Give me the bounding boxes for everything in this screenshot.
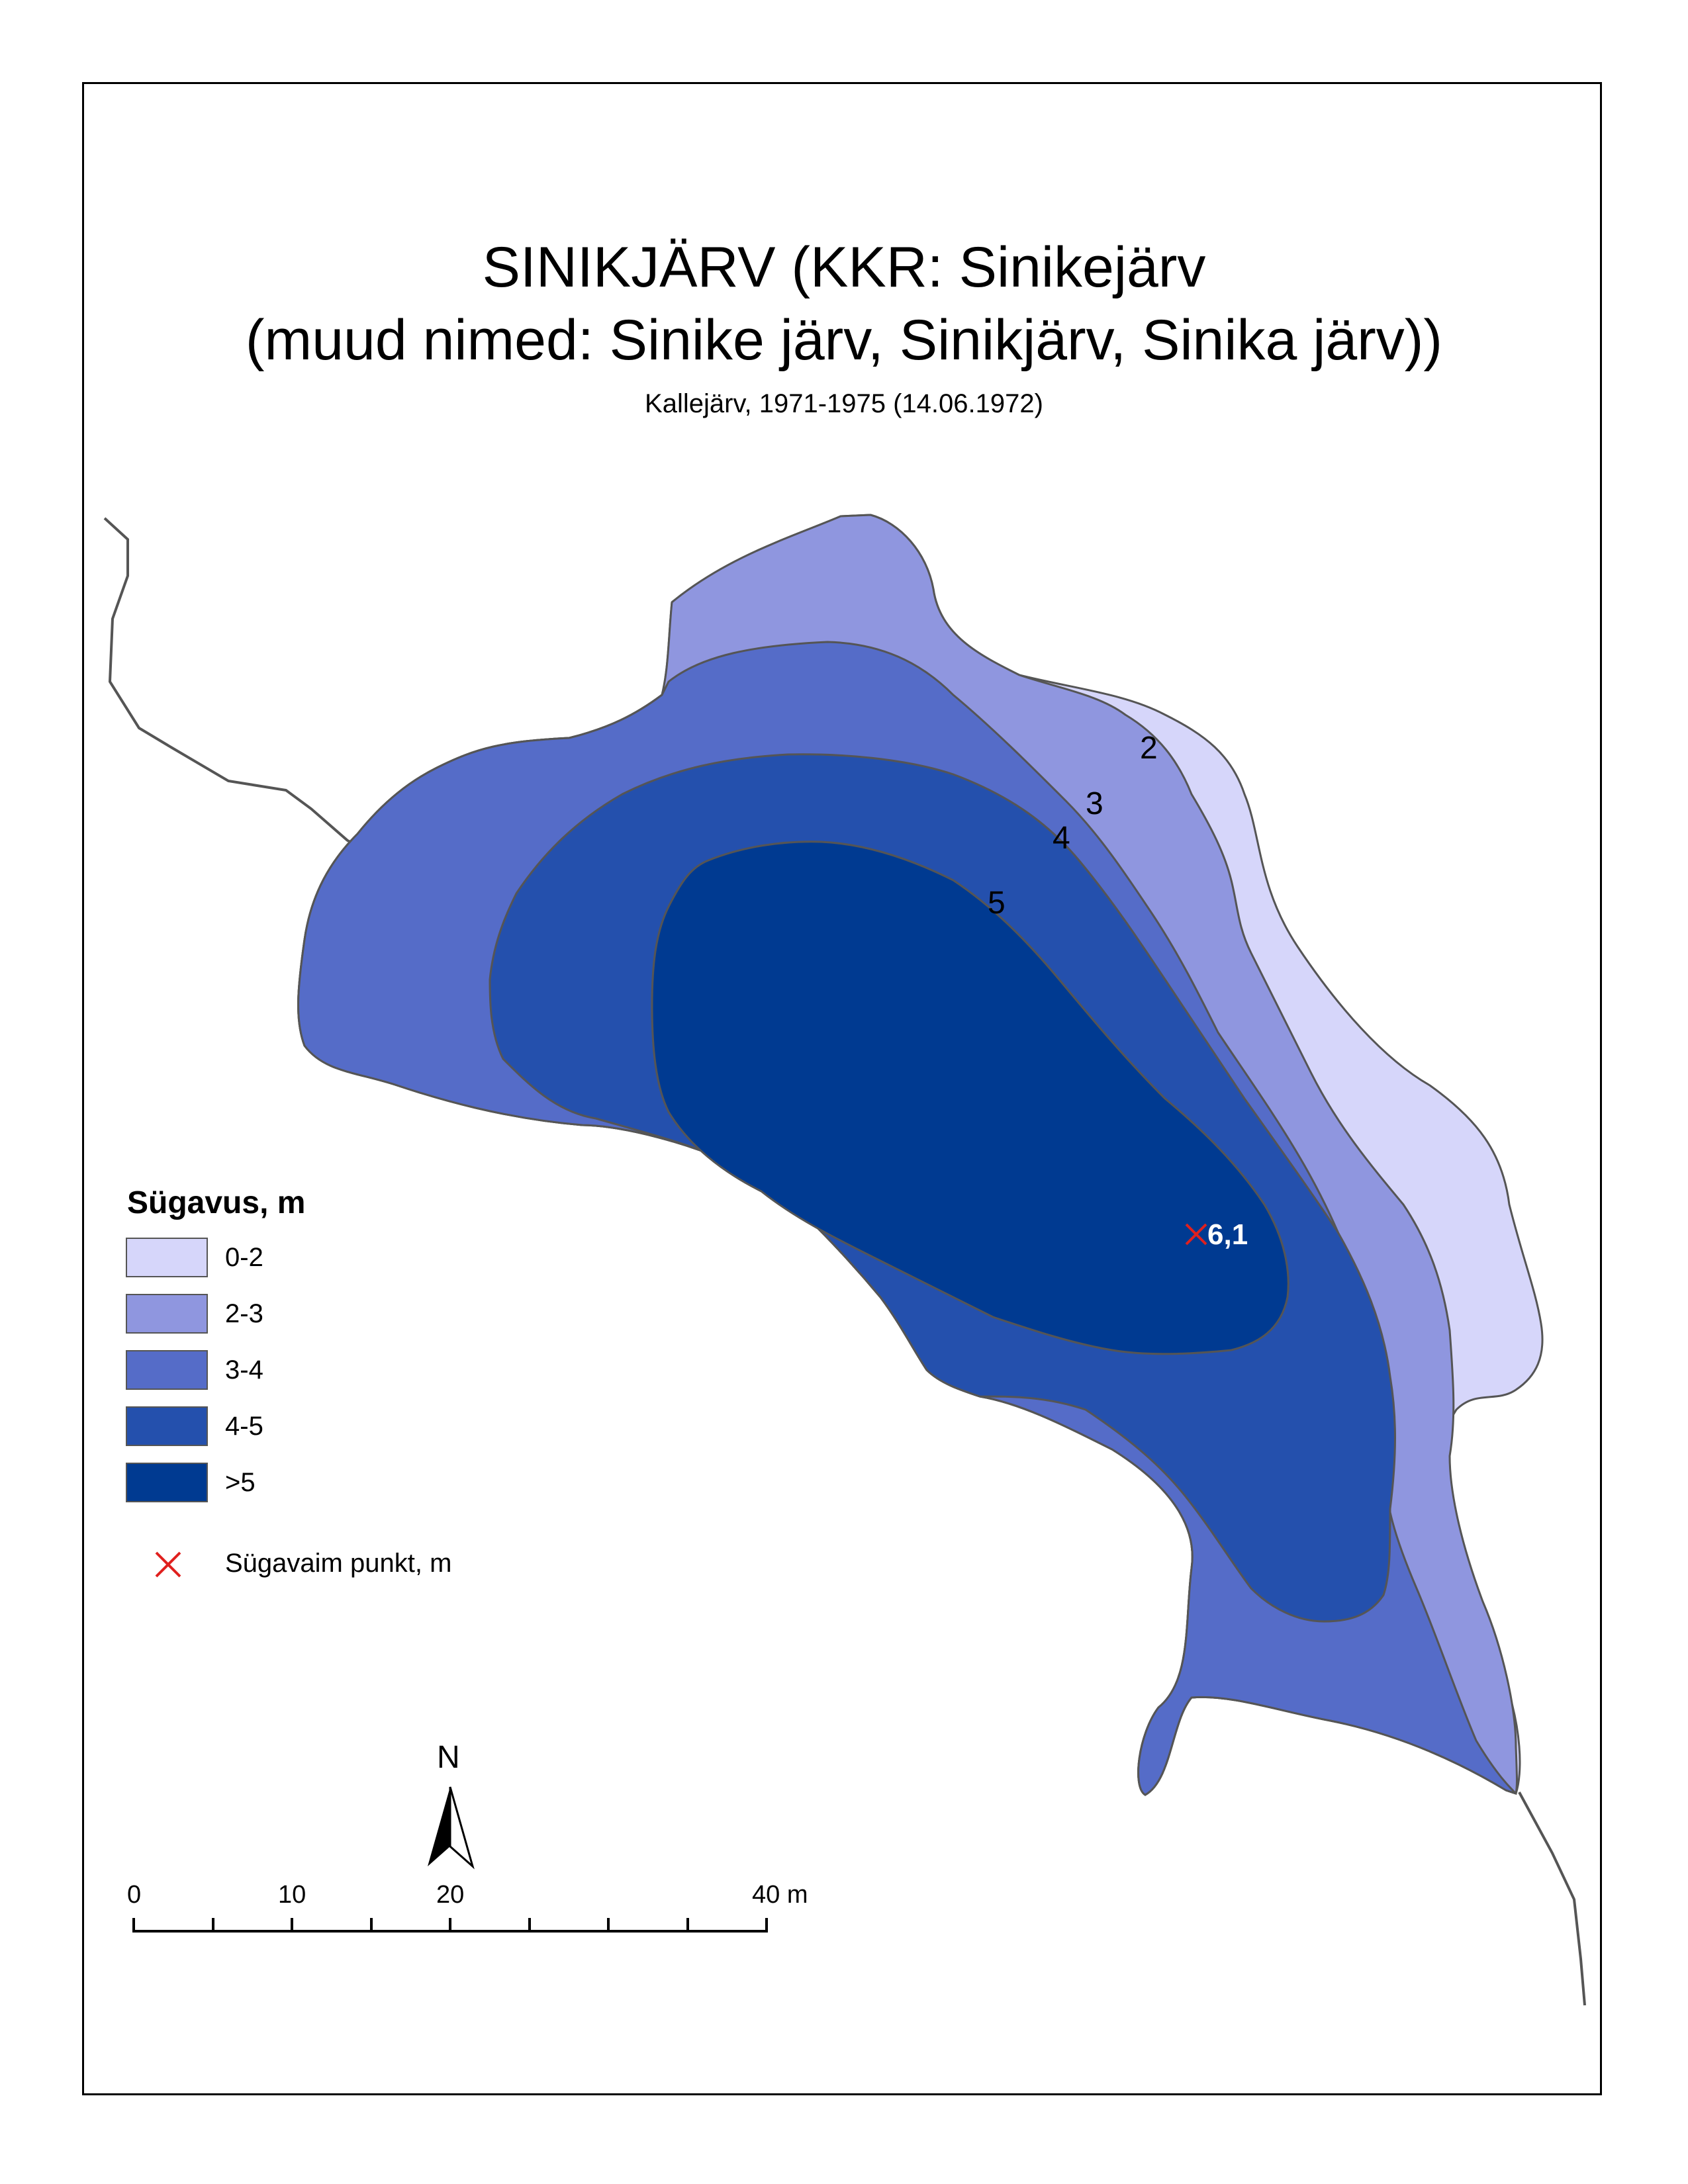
legend-label-4-5: 4-5 xyxy=(225,1412,263,1441)
scale-bar xyxy=(132,1918,768,1933)
legend-swatch-3-4 xyxy=(126,1350,208,1390)
legend-title: Sügavus, m xyxy=(127,1185,306,1220)
scale-label-40: 40 m xyxy=(752,1881,808,1909)
stream-northwest xyxy=(103,517,361,848)
legend-label-3-4: 3-4 xyxy=(225,1355,263,1385)
deepest-point-marker xyxy=(1185,1223,1207,1246)
map-frame xyxy=(82,82,1602,2095)
legend-label-2-3: 2-3 xyxy=(225,1299,263,1328)
map-title-line1: SINIKJÄRV (KKR: Sinikejärv xyxy=(482,236,1206,299)
scale-label-10: 10 xyxy=(278,1881,306,1909)
scale-label-0: 0 xyxy=(127,1881,142,1909)
map-subtitle: Kallejärv, 1971-1975 (14.06.1972) xyxy=(645,389,1043,418)
legend-swatch-0-2 xyxy=(126,1238,208,1277)
contour-label-4: 4 xyxy=(1053,821,1070,856)
map-title-line2: (muud nimed: Sinike järv, Sinikjärv, Sin… xyxy=(245,308,1443,372)
legend-label-gt5: >5 xyxy=(225,1468,256,1497)
contour-label-2: 2 xyxy=(1140,731,1158,766)
contour-label-5: 5 xyxy=(988,886,1006,921)
legend-deepest-point-label: Sügavaim punkt, m xyxy=(225,1549,452,1578)
depth-zone-gt5 xyxy=(651,841,1289,1355)
legend-deepest-point-icon xyxy=(155,1551,181,1578)
north-arrow-icon xyxy=(428,1786,475,1870)
deepest-point-label: 6,1 xyxy=(1207,1218,1248,1251)
stream-southeast xyxy=(1518,1792,1586,2006)
legend-swatch-gt5 xyxy=(126,1463,208,1502)
legend-swatch-2-3 xyxy=(126,1294,208,1334)
scale-label-20: 20 xyxy=(436,1881,465,1909)
north-label: N xyxy=(437,1740,460,1775)
contour-label-3: 3 xyxy=(1086,786,1103,821)
legend-label-0-2: 0-2 xyxy=(225,1243,263,1272)
legend-swatch-4-5 xyxy=(126,1406,208,1446)
